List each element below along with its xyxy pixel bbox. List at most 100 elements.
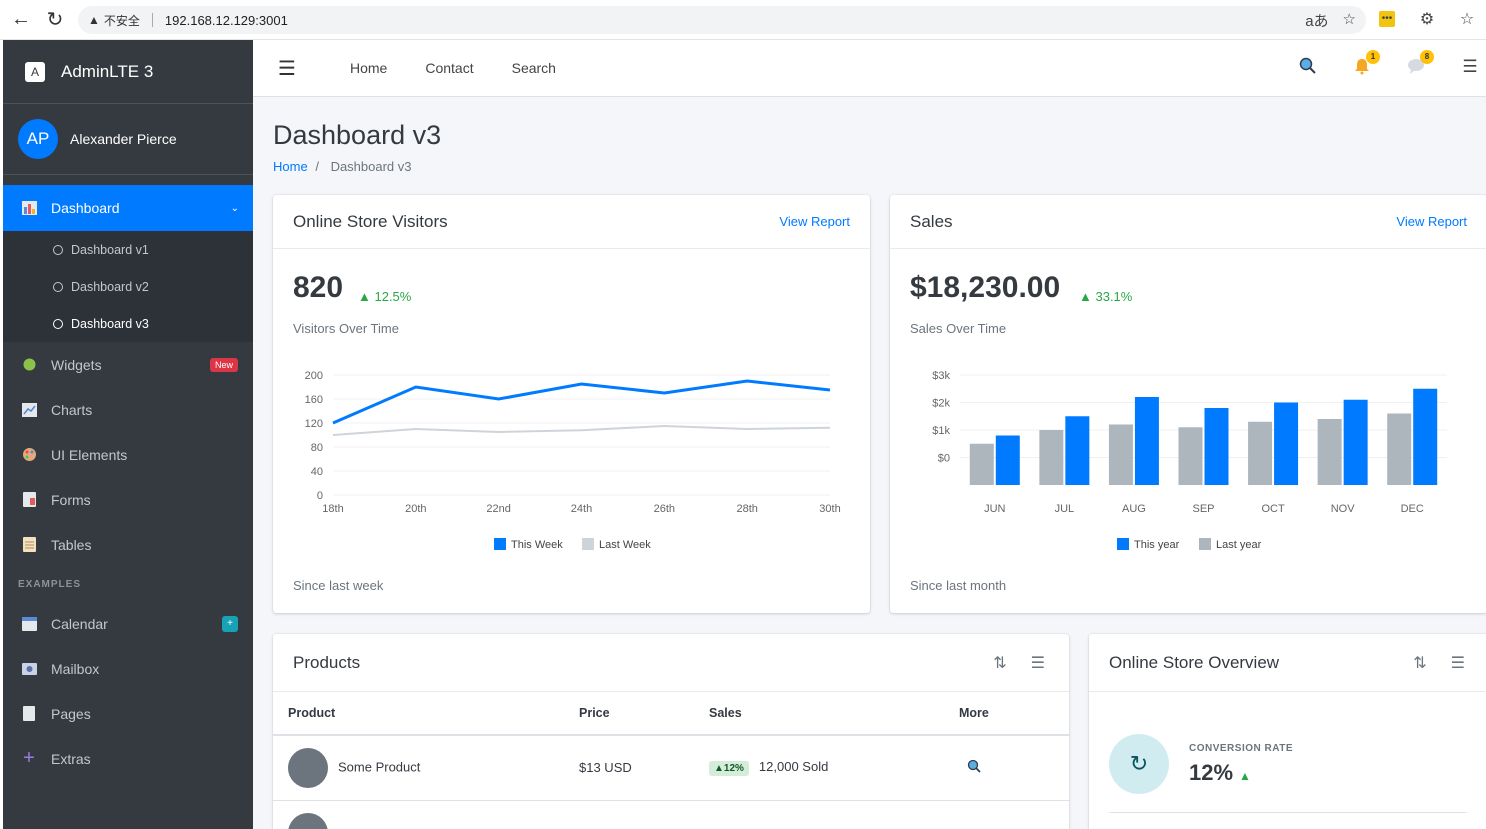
sidebar-subitem-dashboard-v2[interactable]: Dashboard v2 xyxy=(3,268,253,305)
visitors-card: Online Store Visitors View Report 820 ▲ … xyxy=(273,195,870,613)
sort-icon[interactable]: ⇅ xyxy=(993,654,1007,672)
divider xyxy=(1109,812,1467,813)
sidebar-item-dashboard[interactable]: Dashboard ⌄ xyxy=(3,185,253,231)
column-header: Price xyxy=(579,692,709,736)
y-tick-label: 160 xyxy=(305,394,323,406)
y-tick-label: 40 xyxy=(311,466,323,478)
sidebar-item-label: Charts xyxy=(51,401,93,418)
sidebar-item-pages[interactable]: Pages xyxy=(3,691,253,736)
sidebar-item-forms[interactable]: Forms xyxy=(3,477,253,522)
x-tick-label: 28th xyxy=(736,503,757,515)
notification-count: 1 xyxy=(1366,50,1380,64)
sidebar-item-label: Extras xyxy=(51,750,91,767)
legend-label: This Week xyxy=(511,539,563,551)
sidebar-item-label: Dashboard xyxy=(51,200,120,216)
x-tick-label: 24th xyxy=(571,503,592,515)
tables-icon xyxy=(21,537,37,553)
sidebar-item-ui-elements[interactable]: UI Elements xyxy=(3,432,253,477)
breadcrumb: Home / Dashboard v3 xyxy=(273,159,412,174)
examples-header: EXAMPLES xyxy=(18,578,82,590)
sort-icon[interactable]: ⇅ xyxy=(1413,654,1427,672)
sidebar-item-tables[interactable]: Tables xyxy=(3,522,253,567)
chat-icon[interactable]: 8 xyxy=(1404,50,1434,81)
bar-last-year xyxy=(1248,421,1273,485)
sidebar-item-calendar[interactable]: Calendar + xyxy=(3,601,253,646)
brand-link[interactable]: A AdminLTE 3 xyxy=(3,40,253,104)
circle-icon xyxy=(53,318,63,329)
reload-icon[interactable]: ↻ xyxy=(46,9,64,31)
x-tick-label: 20th xyxy=(405,503,426,515)
puzzle-icon xyxy=(21,357,37,373)
column-header: Product xyxy=(273,692,579,736)
x-tick-label: NOV xyxy=(1331,503,1356,515)
sidebar-item-label: Forms xyxy=(51,491,91,508)
sidebar-item-widgets[interactable]: Widgets New xyxy=(3,342,253,387)
sales-badge: ▲12% xyxy=(709,761,749,777)
sidebar-subitem-dashboard-v1[interactable]: Dashboard v1 xyxy=(3,231,253,268)
breadcrumb-separator: / xyxy=(315,159,319,174)
sidebar-item-label: Calendar xyxy=(51,615,108,632)
x-tick-label: AUG xyxy=(1122,503,1146,515)
sidebar-item-mailbox[interactable]: Mailbox xyxy=(3,646,253,691)
card-header: Products ⇅ ☰ xyxy=(273,634,1069,692)
star-icon[interactable]: ☆ xyxy=(1342,11,1356,28)
sidebar-item-label: Widgets xyxy=(51,356,102,373)
y-tick-label: $1k xyxy=(932,425,950,437)
extension-icon[interactable]: ••• xyxy=(1376,8,1398,30)
x-tick-label: 30th xyxy=(819,503,840,515)
y-tick-label: 200 xyxy=(305,370,323,382)
address-bar[interactable]: ▲ 不安全 192.168.12.129:3001 aあ ☆ xyxy=(78,6,1366,34)
y-tick-label: 80 xyxy=(311,442,323,454)
view-report-link[interactable]: View Report xyxy=(1396,214,1467,229)
user-panel[interactable]: AP Alexander Pierce xyxy=(3,104,253,175)
dashboard-icon xyxy=(21,200,37,216)
breadcrumb-home[interactable]: Home xyxy=(273,159,308,174)
sidebar-item-charts[interactable]: Charts xyxy=(3,387,253,432)
view-report-link[interactable]: View Report xyxy=(779,214,850,229)
back-icon[interactable]: ← xyxy=(11,8,31,30)
bell-icon[interactable]: 1 xyxy=(1350,50,1380,81)
x-tick-label: DEC xyxy=(1401,503,1424,515)
bar-this-year xyxy=(1274,402,1299,485)
mailbox-icon xyxy=(21,661,37,677)
sidebar-item-label: Mailbox xyxy=(51,660,100,677)
nav-home-link[interactable]: Home xyxy=(350,60,388,76)
overflow-menu-icon[interactable]: ☰ xyxy=(1462,57,1478,76)
x-tick-label: SEP xyxy=(1192,503,1214,515)
translate-icon[interactable]: aあ xyxy=(1305,13,1329,30)
new-badge: New xyxy=(209,357,238,372)
legend-swatch xyxy=(494,538,506,550)
sidebar-subitem-label: Dashboard v3 xyxy=(71,316,149,331)
menu-toggle-icon[interactable]: ☰ xyxy=(278,57,296,80)
nav-search-link[interactable]: Search xyxy=(511,60,556,76)
url-text: 192.168.12.129:3001 xyxy=(164,12,288,28)
bar-this-year xyxy=(1204,408,1229,485)
sidebar-subitem-dashboard-v3[interactable]: Dashboard v3 xyxy=(3,305,253,342)
menu-icon[interactable]: ☰ xyxy=(1450,654,1465,672)
search-icon[interactable] xyxy=(1296,57,1320,81)
pages-icon xyxy=(21,706,37,722)
bar-last-year xyxy=(969,443,994,485)
sales-subtitle: Sales Over Time xyxy=(910,321,1007,336)
nav-contact-link[interactable]: Contact xyxy=(425,60,474,76)
sidebar-subitem-label: Dashboard v1 xyxy=(71,242,149,257)
sidebar-menu: Dashboard ⌄ Dashboard v1 Dashboard v2 Da… xyxy=(3,175,253,781)
product-image xyxy=(288,812,328,829)
security-label: 不安全 xyxy=(103,13,140,28)
avatar: AP xyxy=(18,119,58,159)
favorites-icon[interactable]: ☆ xyxy=(1459,11,1475,28)
search-icon[interactable] xyxy=(967,760,981,776)
legend-swatch xyxy=(1117,538,1129,550)
circle-icon xyxy=(53,244,63,255)
legend-swatch xyxy=(1199,538,1211,550)
menu-icon[interactable]: ☰ xyxy=(1030,654,1045,672)
palette-icon xyxy=(21,447,37,463)
sidebar-item-extras[interactable]: + Extras xyxy=(3,736,253,781)
user-name[interactable]: Alexander Pierce xyxy=(70,131,177,147)
legend-label: Last year xyxy=(1216,539,1262,551)
legend-label: Last Week xyxy=(599,539,651,551)
bar-this-year xyxy=(1413,388,1438,485)
product-name: Some Product xyxy=(338,759,421,775)
puzzle-icon[interactable]: ⚙ xyxy=(1419,11,1435,28)
legend-swatch xyxy=(582,538,594,550)
